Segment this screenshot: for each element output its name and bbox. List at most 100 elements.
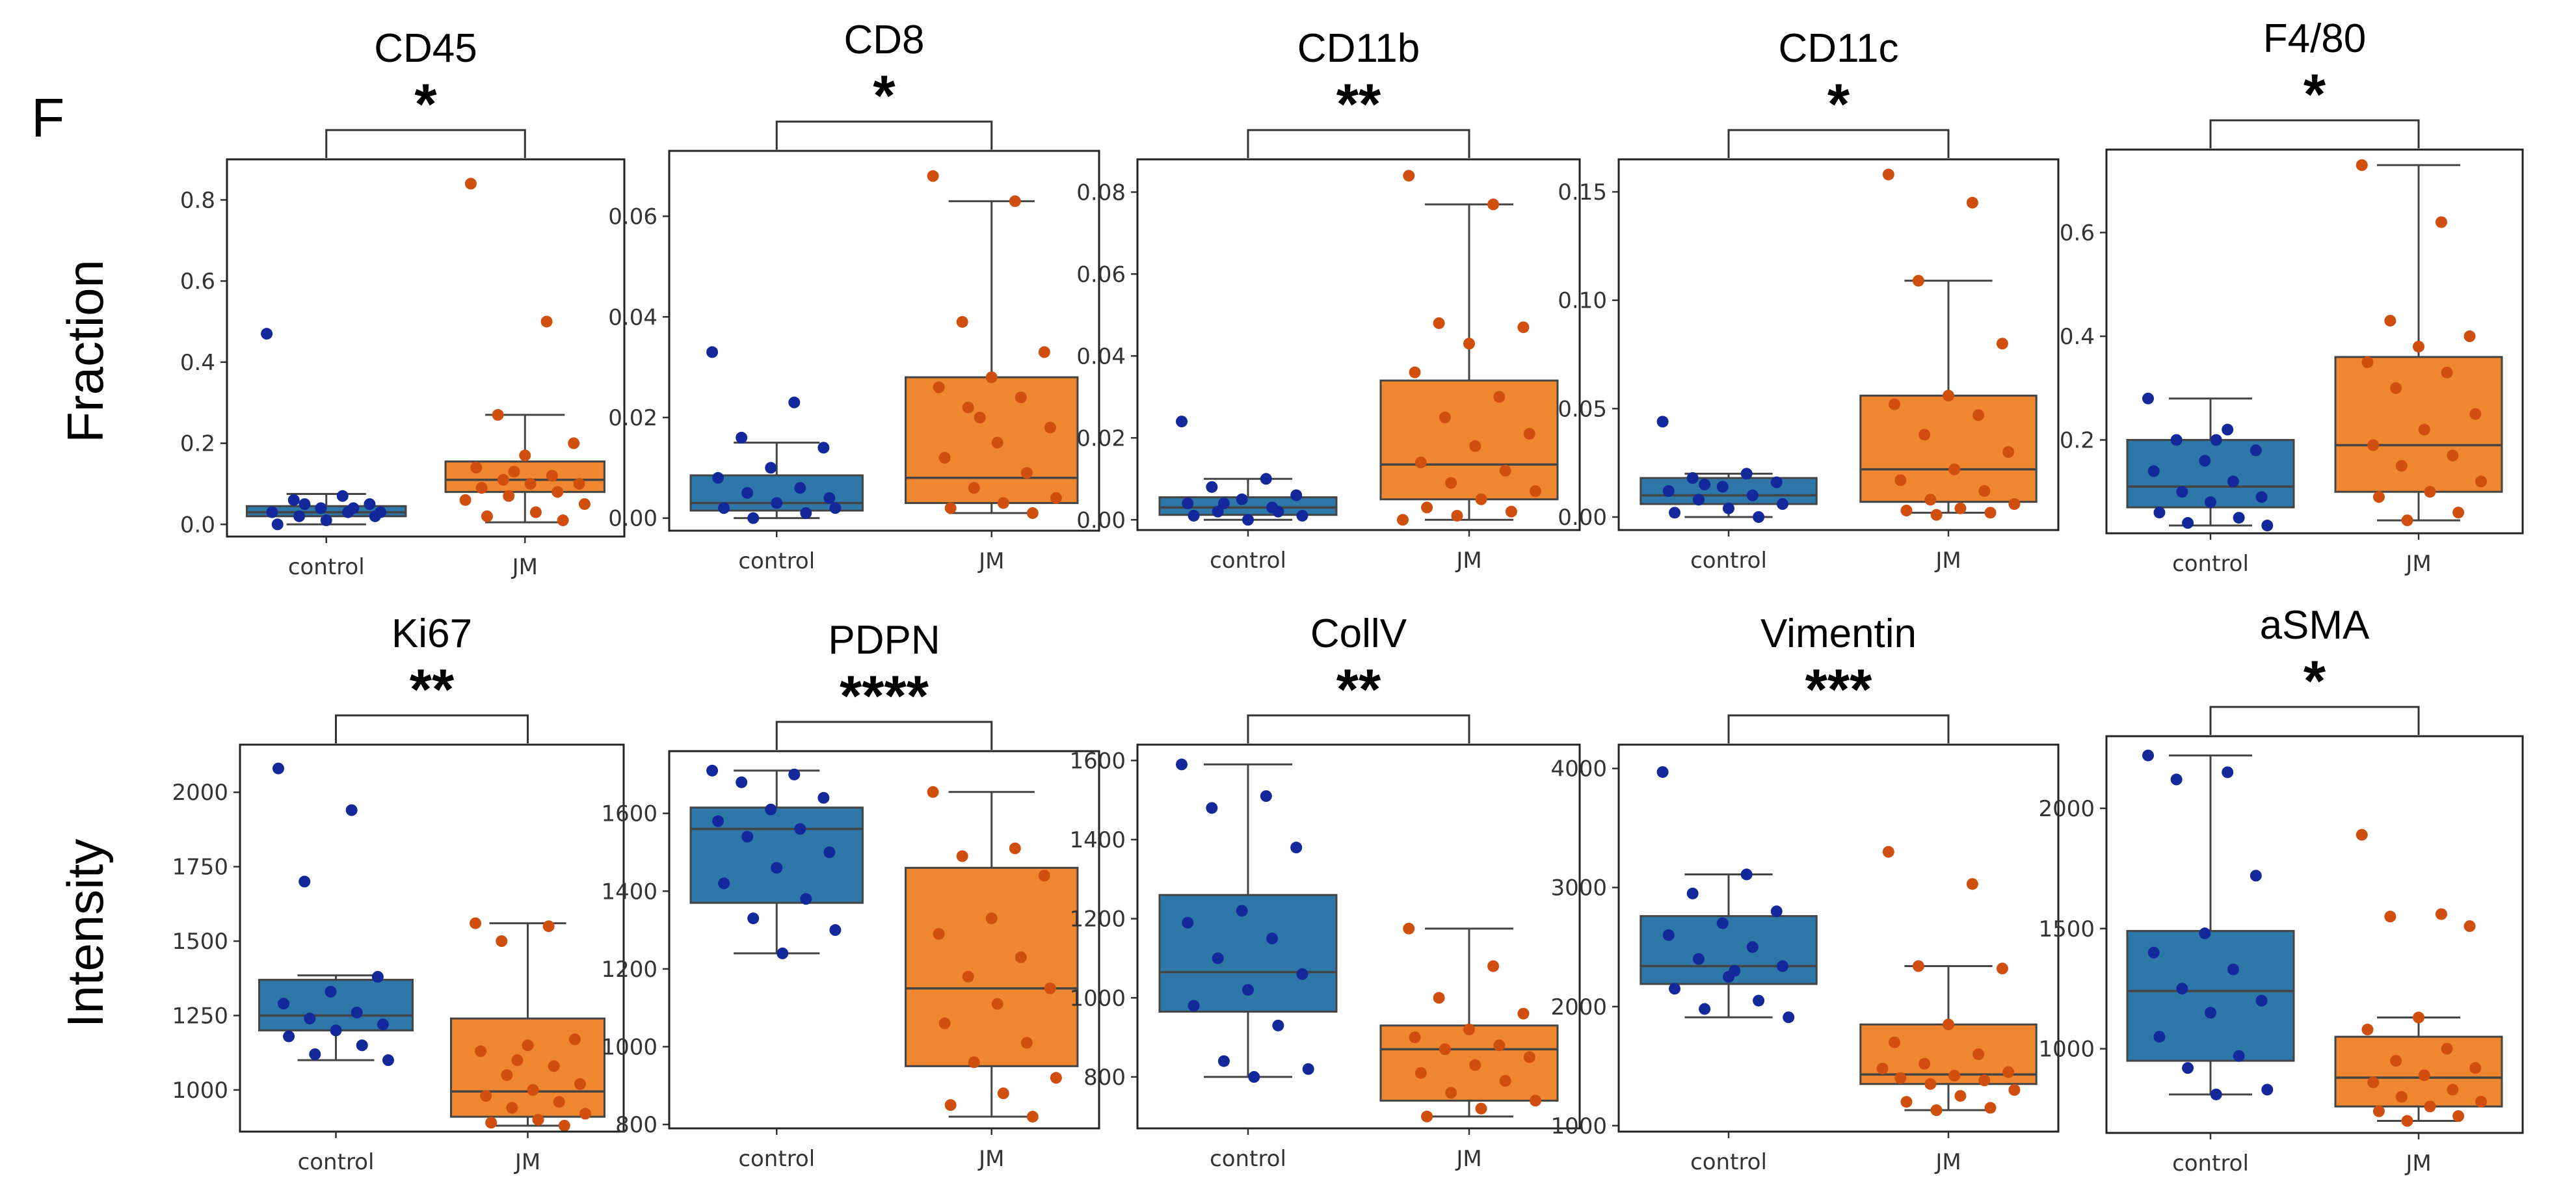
data-point-jm	[2002, 1066, 2015, 1078]
data-point-control	[1699, 479, 1711, 490]
data-point-jm	[508, 466, 520, 478]
y-tick-label: 0.06	[608, 204, 657, 230]
data-point-jm	[1978, 1074, 1991, 1087]
data-point-control	[2205, 496, 2216, 509]
data-point-control	[2250, 444, 2262, 457]
subplot-f4-80: F4/80* 0.2 0.4 0.6 control JM	[2060, 16, 2524, 577]
data-point-jm	[1912, 274, 1924, 287]
data-point-jm	[956, 850, 968, 862]
significance-bracket	[775, 721, 993, 750]
data-point-jm	[1499, 464, 1511, 477]
data-point-jm	[1919, 1057, 1931, 1070]
data-point-control	[266, 506, 278, 518]
data-point-jm	[497, 473, 509, 486]
y-tick-label: 0.05	[1558, 396, 1607, 422]
data-point-control	[2199, 927, 2211, 940]
subplot-title: CD11b	[1297, 26, 1420, 71]
data-point-control	[1729, 964, 1741, 977]
significance-bracket	[1727, 129, 1950, 158]
x-tick-label-control: control	[288, 554, 365, 580]
data-point-control	[718, 877, 730, 890]
data-point-jm	[1972, 1048, 1985, 1060]
data-point-control	[1272, 505, 1284, 518]
significance-bracket	[1727, 714, 1950, 743]
data-point-control	[287, 494, 300, 506]
data-point-jm	[503, 490, 515, 502]
data-point-control	[347, 502, 360, 514]
y-tick-label: 0.2	[2060, 427, 2095, 453]
data-point-jm	[968, 482, 980, 494]
panel-letter: F	[31, 87, 64, 148]
data-point-control	[1740, 868, 1753, 881]
significance-stars: **	[1336, 657, 1381, 721]
data-point-jm	[1487, 198, 1500, 211]
data-point-jm	[2424, 486, 2436, 498]
y-tick-label: 1000	[1069, 985, 1126, 1011]
x-tick-label-jm: JM	[1934, 1149, 1961, 1175]
data-point-control	[2153, 1031, 2166, 1043]
data-point-jm	[2413, 340, 2424, 352]
data-point-control	[2142, 392, 2154, 405]
data-point-control	[2222, 423, 2234, 436]
x-tick-label-control: control	[1690, 1149, 1767, 1175]
data-point-control	[1176, 758, 1188, 771]
subplot-title: CD11c	[1779, 26, 1899, 71]
data-point-control	[788, 396, 801, 408]
data-point-control	[293, 510, 306, 522]
data-point-control	[1723, 502, 1734, 514]
significance-stars: **	[1336, 72, 1381, 136]
axes-frame	[2105, 735, 2524, 1134]
box-jm	[1379, 379, 1559, 501]
data-point-control	[736, 431, 748, 444]
data-point-jm	[1493, 391, 1506, 403]
data-point-jm	[1943, 390, 1954, 402]
data-point-control	[712, 472, 724, 484]
data-point-control	[299, 875, 311, 888]
y-tick-label: 1400	[1069, 827, 1126, 853]
data-point-control	[375, 506, 387, 518]
axes-frame	[668, 750, 1100, 1130]
data-point-jm	[485, 1117, 498, 1129]
significance-stars: **	[410, 657, 455, 721]
data-point-jm	[1948, 463, 1961, 475]
data-point-jm	[475, 482, 488, 494]
data-point-control	[283, 1030, 295, 1043]
data-point-jm	[1397, 514, 1409, 526]
data-point-control	[304, 1013, 316, 1025]
significance-stars: *	[414, 72, 437, 136]
data-point-jm	[1966, 878, 1978, 890]
data-point-control	[325, 985, 337, 998]
significance-bracket	[1247, 714, 1470, 743]
data-point-control	[747, 912, 760, 925]
subplot-cd8: CD8* 0.00 0.02 0.04 0.06 control JM	[608, 18, 1100, 574]
subplot-vimentin: Vimentin*** 1000 2000 3000 4000 control JM	[1550, 611, 2060, 1175]
data-point-jm	[529, 506, 542, 518]
axes-frame	[226, 158, 626, 538]
data-point-jm	[1954, 1090, 1967, 1102]
x-tick-label-control: control	[1210, 1146, 1286, 1172]
data-point-jm	[2441, 366, 2453, 379]
data-point-control	[2147, 946, 2160, 959]
y-tick-label: 0.00	[1558, 505, 1607, 531]
data-point-jm	[1451, 509, 1463, 522]
data-point-control	[299, 498, 311, 511]
significance-bracket	[775, 120, 993, 150]
data-point-jm	[1409, 366, 1421, 379]
significance-stars: *	[2304, 62, 2326, 126]
axes-frame	[1617, 158, 2060, 531]
row-label-fraction: Fraction	[57, 259, 114, 443]
y-tick-label: 1500	[2038, 916, 2095, 942]
data-point-control	[2227, 963, 2239, 976]
data-point-control	[718, 502, 730, 514]
data-point-jm	[2367, 439, 2380, 451]
data-point-control	[2261, 1083, 2274, 1096]
data-point-jm	[991, 998, 1003, 1010]
data-point-jm	[1876, 1062, 1889, 1074]
data-point-jm	[1487, 960, 1500, 972]
subplot-cd11c: CD11c* 0.00 0.05 0.10 0.15 control JM	[1558, 26, 2060, 574]
data-point-jm	[985, 371, 998, 384]
y-tick-label: 1000	[601, 1034, 657, 1060]
data-point-control	[2233, 512, 2245, 524]
data-point-control	[2199, 455, 2211, 467]
data-point-control	[765, 462, 777, 474]
